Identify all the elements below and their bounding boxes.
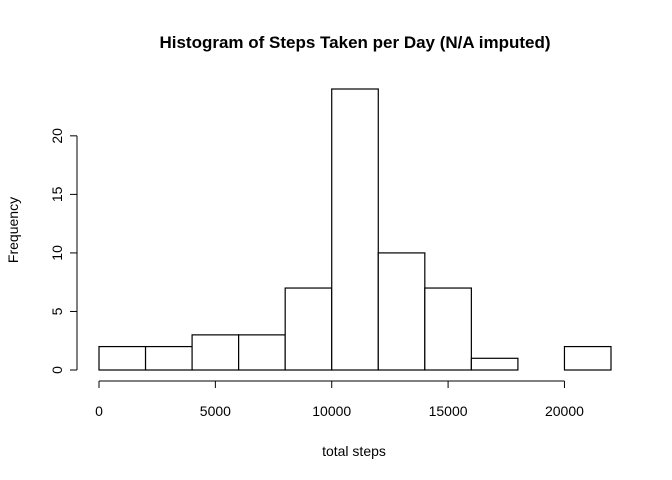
histogram-bar: [238, 334, 286, 371]
y-axis: 0 5 10 15 20: [49, 128, 78, 374]
y-tick-label: 10: [49, 245, 65, 261]
x-axis: 0 5000 10000 15000 20000: [95, 380, 584, 419]
y-tick-label: 5: [49, 307, 65, 315]
histogram-bar: [191, 334, 240, 371]
x-tick-label: 5000: [200, 403, 231, 419]
histogram-bar: [98, 345, 147, 371]
chart-title: Histogram of Steps Taken per Day (N/A im…: [159, 33, 550, 52]
histogram-bar: [563, 345, 612, 371]
x-tick-label: 15000: [429, 403, 468, 419]
histogram-bar: [331, 88, 379, 371]
x-tick-label: 20000: [545, 403, 584, 419]
histogram-bar: [424, 287, 472, 371]
histogram-bar: [284, 287, 333, 371]
x-tick-label: 10000: [312, 403, 351, 419]
bars-group: [98, 88, 612, 371]
y-tick-label: 15: [49, 186, 65, 202]
x-axis-label: total steps: [322, 443, 386, 459]
histogram-bar: [144, 345, 193, 371]
histogram-bar: [470, 357, 519, 371]
y-tick-label: 20: [49, 128, 65, 144]
y-tick-label: 0: [49, 366, 65, 374]
y-axis-label: Frequency: [5, 197, 21, 263]
histogram-bar: [377, 252, 426, 371]
x-tick-label: 0: [95, 403, 103, 419]
